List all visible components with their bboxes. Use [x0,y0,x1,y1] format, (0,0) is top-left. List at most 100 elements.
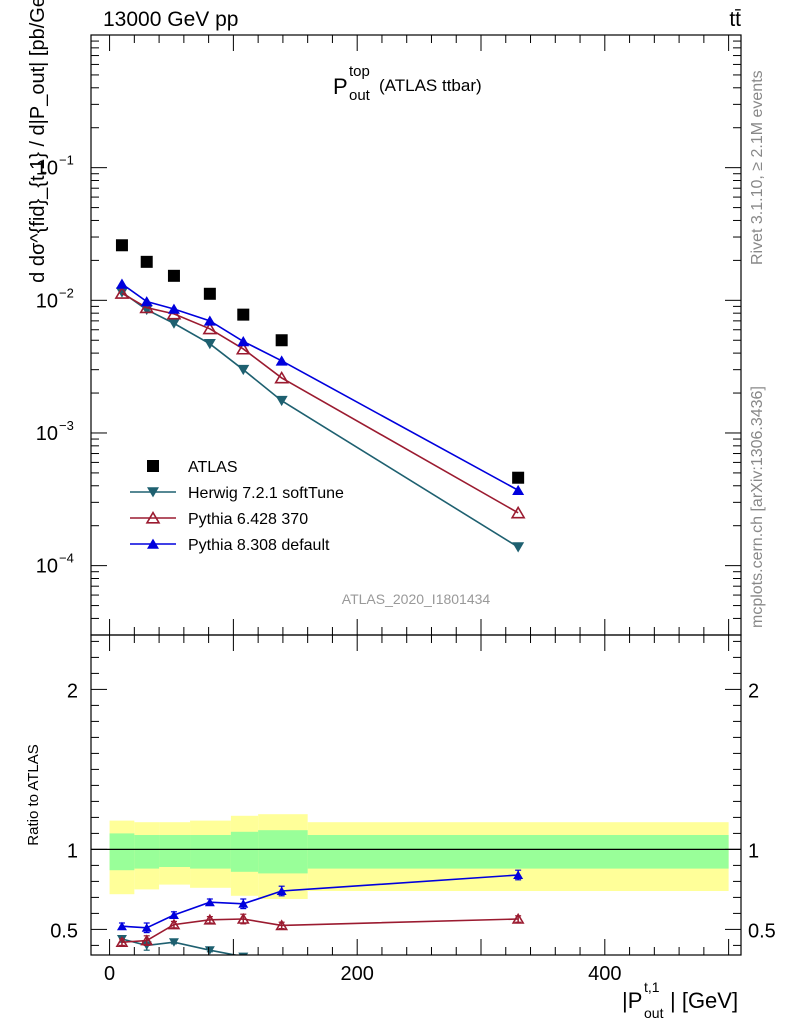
legend-marker [147,538,159,549]
xlabel-sub: out [644,1005,664,1021]
x-tick-label: 400 [588,963,621,985]
y-tick-exponent: −2 [59,285,74,300]
data-point [512,471,525,484]
main-ylabel: d dσ^{fid}_{t,1} / d|P_out| [pb/GeV] [27,0,49,283]
y-tick-exponent: −1 [59,153,74,168]
y-tick-label: 10 [36,423,58,445]
xlabel-unit: | [GeV] [670,988,738,1013]
ratio-point [168,910,179,919]
ratio-series-2 [116,869,524,934]
data-point [275,355,288,366]
ratio-y-tick-label: 0.5 [50,920,78,942]
legend-marker [147,487,159,498]
data-point [115,239,128,252]
series-line [121,292,519,514]
ratio-y-tick-label-right: 2 [748,680,759,702]
ratio-y-tick-label: 2 [67,680,78,702]
legend-entry: Herwig 7.2.1 softTune [130,485,344,502]
data-point [512,484,525,496]
data-point [167,303,180,314]
ratio-point [238,952,249,955]
legend-label: Pythia 8.308 default [188,537,330,554]
data-point [275,395,288,407]
ratio-series-0 [116,935,287,965]
ratio-point [204,946,215,955]
ratio-point [116,921,127,931]
plot-title-sub: out [349,87,371,104]
ratio-point [511,912,525,924]
legend-label: Pythia 6.428 370 [188,511,308,528]
y-tick-label: 10 [36,290,58,312]
uncertainty-band-inner [159,835,191,867]
ratio-point [168,938,179,947]
uncertainty-band-inner [109,833,135,871]
uncertainty-band-inner [134,835,160,869]
data-point [274,370,290,384]
series-0 [115,239,525,484]
data-point [203,339,216,350]
x-tick-label: 200 [341,963,374,985]
ratio-y-tick-label: 1 [67,840,78,862]
ratio-series-1 [115,912,525,948]
legend-label: Herwig 7.2.1 softTune [188,485,344,502]
data-point [203,315,216,326]
ratio-point [277,956,287,965]
xlabel-sup: t,1 [644,979,660,995]
ratio-point [275,919,289,931]
ratio-point [513,870,524,879]
legend-marker [145,511,161,524]
data-point [114,286,130,299]
uncertainty-band-inner [230,831,259,872]
plot-title-sup: top [349,63,370,80]
x-tick-label: 0 [104,963,115,985]
legend-entry: ATLAS [147,459,238,476]
ratio-point [141,923,152,932]
series-1 [115,287,525,553]
data-point [203,287,216,300]
ratio-y-tick-label-right: 0.5 [748,920,776,942]
ratio-line [121,938,240,955]
uncertainty-band-inner [258,830,308,874]
ratio-point [204,897,215,907]
data-point [167,318,180,329]
uncertainty-band-inner [190,835,231,869]
ratio-point [115,936,129,948]
data-point [512,542,525,553]
uncertainty-band-inner [307,835,729,869]
process-label: tt̄ [729,8,741,31]
legend-entry: Pythia 8.308 default [130,537,330,554]
plot-title-suffix: (ATLAS ttbar) [379,76,482,95]
ratio-line [121,918,519,943]
x-axis-label: |P t,1 out | [GeV] [622,979,738,1021]
ratio-point [167,918,181,930]
ratio-point [203,913,217,925]
ratio-point [236,912,250,924]
legend-entry: Pythia 6.428 370 [130,511,308,528]
legend-marker [147,460,159,472]
data-point [237,364,250,376]
ratio-ylabel: Ratio to ATLAS [25,744,42,845]
ratio-point [276,886,287,895]
legend: ATLAS Herwig 7.2.1 softTune Pythia 6.428 3… [130,459,344,554]
series-2 [114,286,526,519]
ratio-point [140,934,154,946]
data-point [202,321,218,335]
series-line [121,283,519,491]
data-point [167,269,180,282]
ratio-point [238,899,249,908]
data-point [139,300,155,314]
data-point [237,336,250,347]
series-3 [115,278,525,496]
data-point [115,287,128,298]
data-point [140,255,153,268]
ratio-panel: 0.5 0.5 1 1 2 2 0 200 400 [50,634,776,985]
ratio-y-tick-label-right: 1 [748,840,759,862]
y-tick-label: 10 [36,158,58,180]
data-point [140,296,153,307]
y-tick-exponent: −3 [59,418,74,433]
main-panel: 10−410−310−210−1 [36,34,742,636]
beam-label: 13000 GeV pp [103,8,238,31]
y-tick-exponent: −4 [59,551,74,566]
mcplots-label: mcplots.cern.ch [arXiv:1306.3436] [749,386,766,628]
